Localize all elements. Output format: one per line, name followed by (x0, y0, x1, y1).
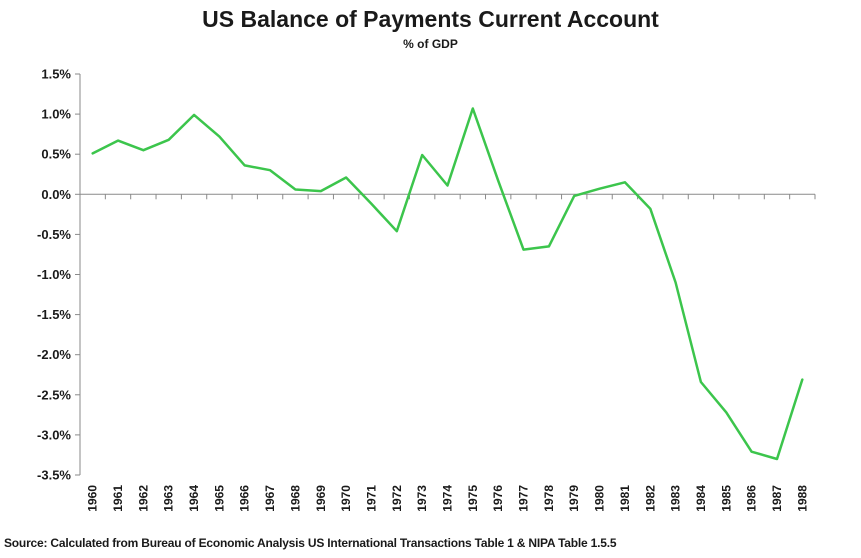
chart-source: Source: Calculated from Bureau of Econom… (4, 536, 617, 550)
y-tick-label: -3.5% (37, 468, 71, 483)
x-tick-label: 1979 (567, 485, 581, 512)
x-tick-label: 1980 (593, 485, 607, 512)
y-tick-label: -1.5% (37, 307, 71, 322)
x-tick-label: 1984 (694, 485, 708, 512)
y-tick-label: -3.0% (37, 427, 71, 442)
x-tick-label: 1966 (238, 485, 252, 512)
x-tick-label: 1982 (643, 485, 657, 512)
series-line (91, 107, 804, 461)
x-tick-label: 1970 (339, 485, 353, 512)
y-tick-label: -2.0% (37, 347, 71, 362)
x-tick-label: 1983 (669, 485, 683, 512)
x-tick-label: 1961 (111, 485, 125, 512)
x-tick-label: 1962 (136, 485, 150, 512)
x-tick-label: 1977 (517, 485, 531, 512)
y-tick-label: 0.5% (41, 147, 71, 162)
x-tick-label: 1972 (390, 485, 404, 512)
x-tick-label: 1964 (187, 485, 201, 512)
x-tick-label: 1985 (719, 485, 733, 512)
x-tick-label: 1968 (288, 485, 302, 512)
x-tick-label: 1974 (441, 485, 455, 512)
chart-title: US Balance of Payments Current Account (202, 6, 659, 32)
x-tick-label: 1981 (618, 485, 632, 512)
x-tick-label: 1971 (364, 485, 378, 512)
y-tick-label: 1.5% (41, 67, 71, 82)
x-tick-label: 1967 (263, 485, 277, 512)
x-tick-label: 1969 (314, 485, 328, 512)
x-tick-label: 1988 (795, 485, 809, 512)
x-tick-label: 1963 (162, 485, 176, 512)
y-tick-label: -2.5% (37, 387, 71, 402)
y-tick-label: 1.0% (41, 107, 71, 122)
x-tick-label: 1986 (745, 485, 759, 512)
y-tick-label: 0.0% (41, 187, 71, 202)
y-tick-label: -0.5% (37, 227, 71, 242)
x-tick-label: 1987 (770, 485, 784, 512)
chart-subtitle: % of GDP (403, 37, 458, 51)
x-tick-label: 1965 (212, 485, 226, 512)
x-tick-label: 1973 (415, 485, 429, 512)
x-tick-label: 1960 (86, 485, 100, 512)
y-tick-label: -1.0% (37, 267, 71, 282)
x-tick-label: 1975 (466, 485, 480, 512)
x-tick-label: 1978 (542, 485, 556, 512)
x-tick-label: 1976 (491, 485, 505, 512)
